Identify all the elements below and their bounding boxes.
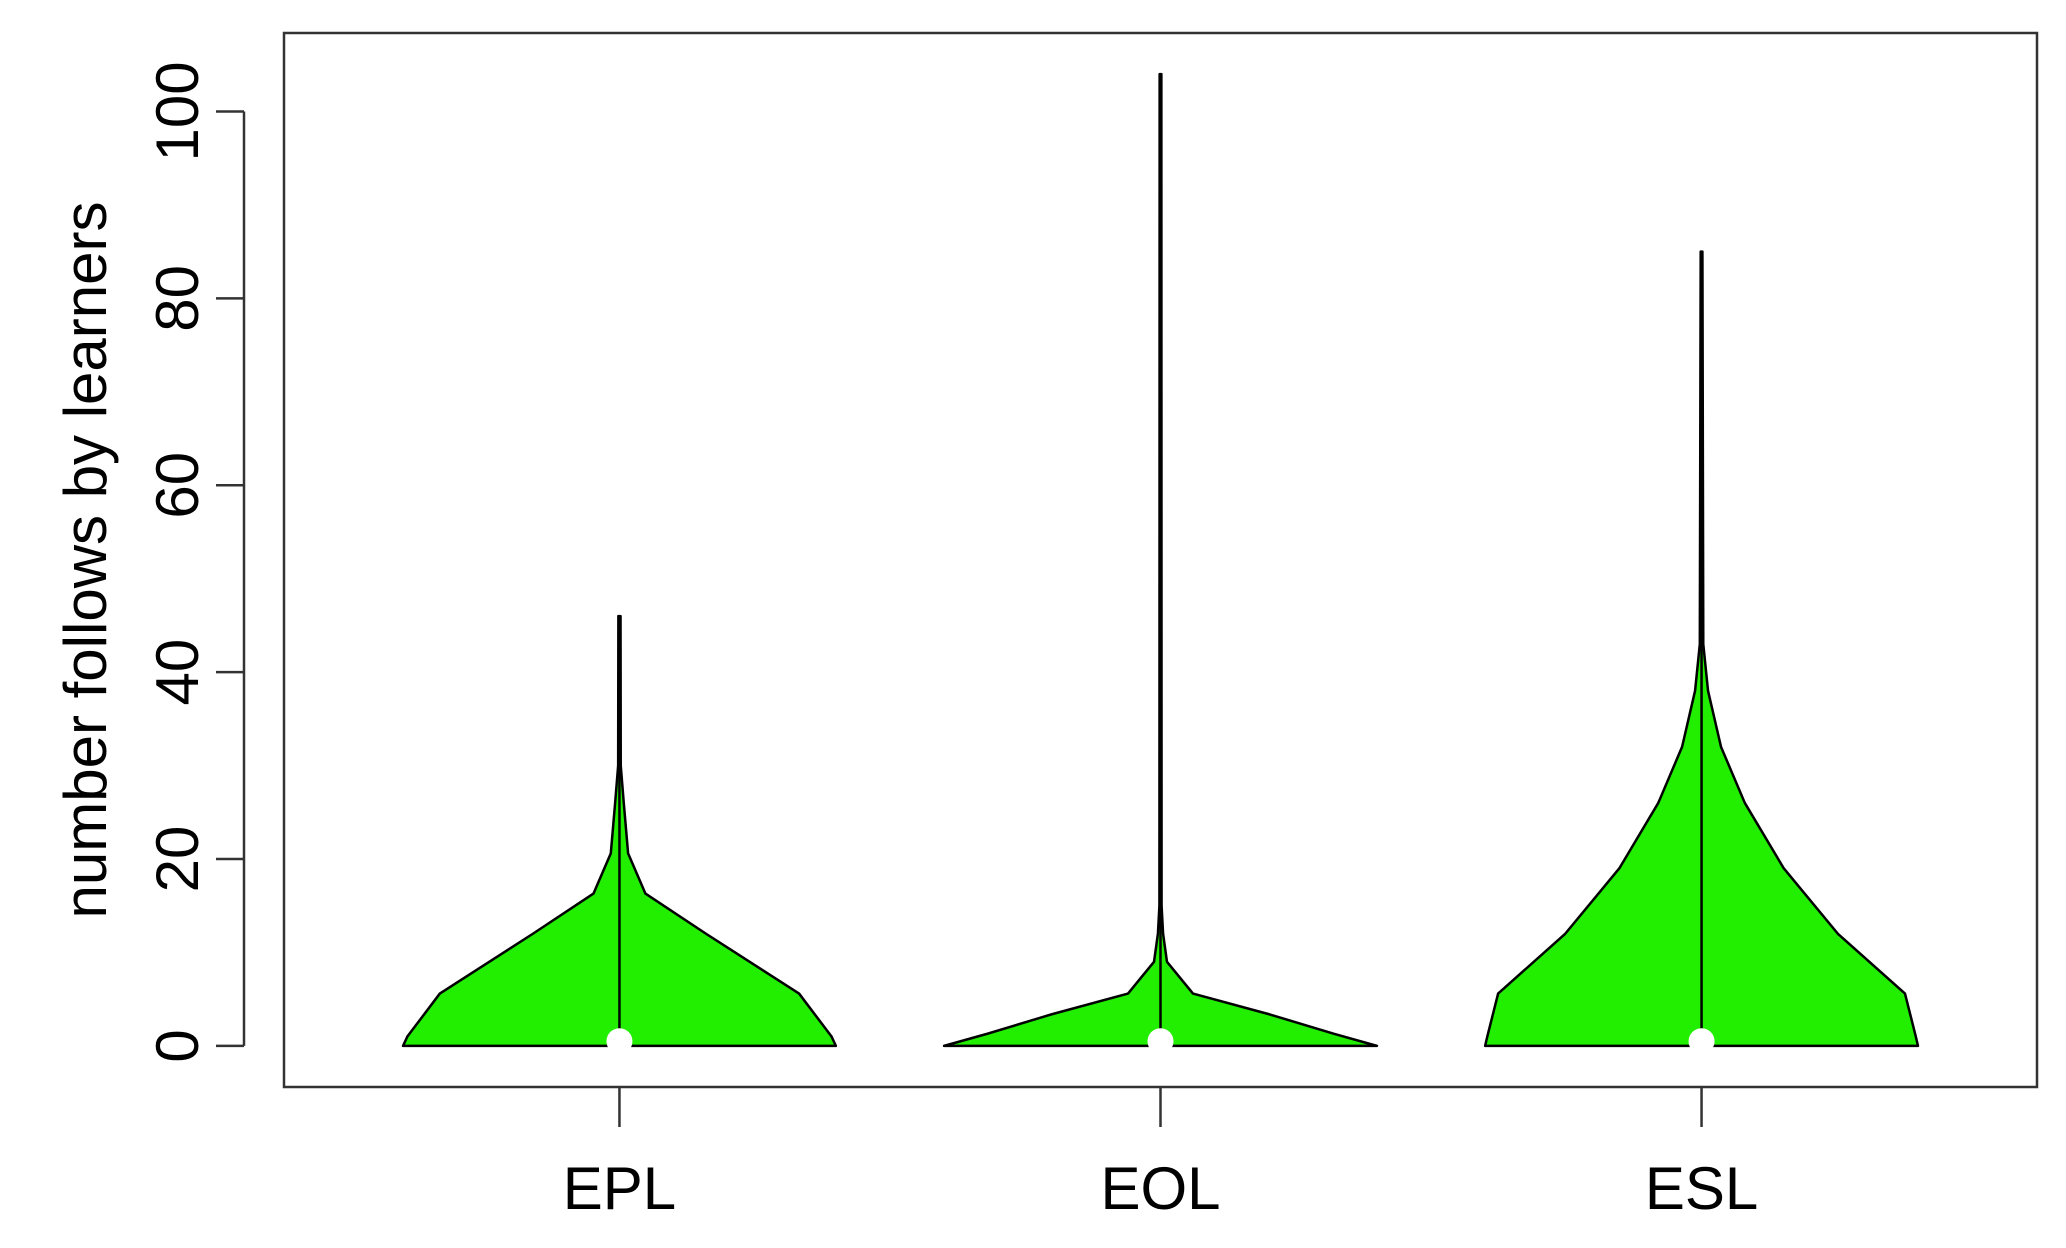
x-tick-label: ESL	[1645, 1155, 1758, 1222]
x-tick-label: EPL	[563, 1155, 676, 1222]
median-dot	[1147, 1028, 1174, 1055]
y-tick-label: 20	[144, 826, 211, 893]
y-tick-label: 100	[144, 61, 211, 161]
median-dot	[606, 1028, 633, 1055]
y-tick-label: 0	[144, 1029, 211, 1062]
median-dot	[1688, 1028, 1715, 1055]
y-axis-label: number follows by learners	[52, 202, 119, 919]
y-tick-label: 80	[144, 265, 211, 332]
x-tick-label: EOL	[1100, 1155, 1220, 1222]
y-tick-label: 40	[144, 639, 211, 706]
y-tick-label: 60	[144, 452, 211, 519]
